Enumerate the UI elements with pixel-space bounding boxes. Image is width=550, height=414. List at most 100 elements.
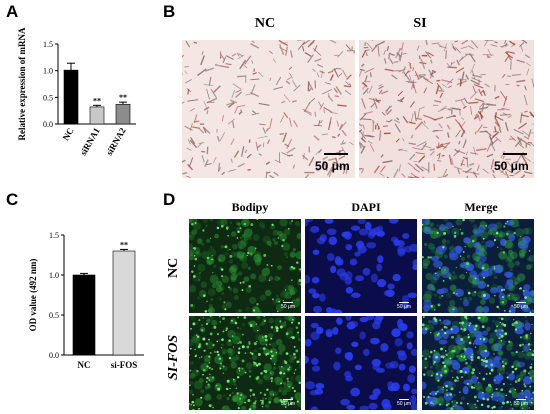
haze: [230, 357, 236, 364]
lipid-droplet: [194, 348, 196, 351]
cell-mark: [238, 52, 244, 57]
cell-mark: [490, 138, 498, 146]
lipid-droplet: [271, 354, 274, 358]
nucleus: [376, 279, 387, 288]
lipid-droplet: [298, 278, 301, 282]
haze: [221, 283, 224, 286]
cell-mark: [393, 61, 399, 63]
haze: [209, 219, 214, 222]
lipid-droplet: [270, 377, 274, 380]
haze: [225, 301, 232, 308]
lipid-droplet: [507, 220, 509, 223]
haze: [459, 274, 466, 280]
lipid-droplet: [439, 319, 442, 322]
lipid-droplet: [511, 408, 514, 410]
cell-mark: [444, 50, 448, 60]
lipid-droplet: [219, 316, 221, 318]
nucleus: [305, 219, 309, 227]
cell-mark: [334, 157, 340, 167]
fluorescence-scale-label: 50 μm: [397, 304, 411, 310]
haze: [513, 320, 523, 329]
haze: [239, 327, 242, 330]
haze: [252, 234, 260, 241]
haze: [422, 258, 430, 267]
haze: [218, 339, 222, 342]
cell-mark: [368, 85, 373, 94]
lipid-droplet: [224, 245, 228, 249]
cell-mark: [439, 92, 444, 99]
haze: [283, 284, 293, 294]
lipid-droplet: [214, 351, 216, 353]
cell-mark: [346, 74, 352, 80]
lipid-droplet: [269, 343, 271, 346]
cell-mark: [469, 91, 478, 99]
chart-a-ytick-label: 0.0: [43, 120, 53, 129]
lipid-droplet: [189, 403, 190, 405]
cell-mark: [228, 169, 236, 172]
lipid-droplet: [462, 219, 465, 222]
cell-mark: [193, 41, 198, 44]
nucleus: [521, 306, 530, 312]
cell-mark: [189, 108, 195, 112]
lipid-droplet: [442, 280, 445, 282]
lipid-droplet: [209, 237, 212, 240]
lipid-droplet: [476, 399, 479, 403]
cell-mark: [409, 74, 413, 83]
cell-mark: [371, 40, 373, 41]
nucleus: [530, 392, 534, 401]
nucleus: [359, 331, 366, 340]
cell-mark: [422, 76, 429, 81]
cell-mark: [235, 91, 243, 98]
cell-mark: [291, 99, 297, 103]
cell-mark: [329, 74, 334, 81]
haze: [268, 317, 275, 324]
lipid-droplet: [257, 352, 261, 356]
haze: [268, 332, 274, 339]
cell-mark: [486, 153, 494, 158]
lipid-droplet: [422, 395, 426, 398]
lipid-droplet: [459, 391, 461, 393]
haze: [236, 399, 243, 406]
haze: [236, 253, 241, 258]
lipid-droplet: [514, 367, 517, 371]
lipid-droplet: [282, 299, 285, 302]
lipid-droplet: [226, 379, 230, 383]
lipid-droplet: [292, 267, 296, 270]
nucleus: [371, 358, 382, 367]
lipid-droplet: [285, 332, 289, 336]
lipid-droplet: [256, 376, 260, 379]
nucleus: [422, 219, 430, 226]
cell-mark: [327, 95, 334, 102]
haze: [449, 245, 455, 252]
haze: [240, 405, 247, 410]
cell-mark: [524, 110, 528, 113]
cell-mark: [398, 164, 401, 172]
haze: [530, 343, 533, 346]
cell-mark: [283, 94, 291, 103]
fluorescence-scale-label: 50 μm: [281, 304, 295, 310]
nucleus: [523, 284, 531, 291]
haze: [191, 229, 198, 235]
haze: [269, 347, 278, 357]
haze: [189, 234, 192, 239]
lipid-droplet: [493, 265, 496, 268]
haze: [469, 378, 473, 383]
cell-mark: [429, 71, 437, 76]
cell-mark: [465, 53, 474, 56]
haze: [457, 344, 464, 351]
haze: [201, 242, 204, 246]
haze: [457, 341, 466, 350]
haze: [284, 291, 292, 299]
lipid-droplet: [237, 342, 239, 344]
lipid-droplet: [473, 328, 477, 331]
lipid-droplet: [493, 267, 496, 270]
cell-mark: [210, 88, 218, 99]
lipid-droplet: [287, 227, 290, 230]
nucleus: [431, 255, 440, 262]
lipid-droplet: [226, 228, 229, 230]
haze: [436, 397, 445, 406]
nucleus: [448, 250, 456, 258]
haze: [288, 221, 293, 225]
lipid-droplet: [459, 370, 463, 373]
cell-mark: [257, 144, 262, 149]
